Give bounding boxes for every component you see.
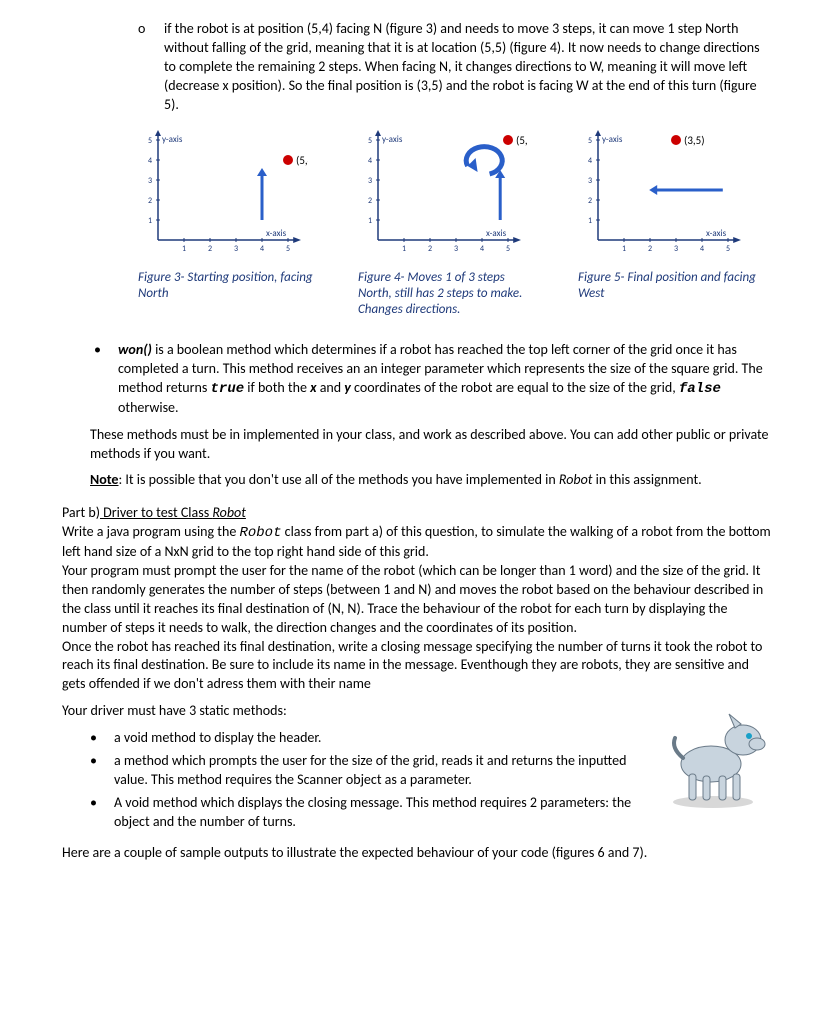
methods-paragraph: These methods must be in implemented in … [90, 426, 773, 464]
figures-row: 1 1 2 2 3 3 4 4 5 5 y-axis x-axis (5,4) Figure 3- St… [138, 130, 773, 317]
figure-4-chart: 1 1 2 2 3 3 4 4 5 5 y-axis x-axis (5,5) [358, 130, 528, 260]
svg-text:(3,5): (3,5) [684, 134, 705, 147]
svg-text:2: 2 [208, 244, 212, 254]
svg-text:5: 5 [148, 136, 152, 146]
figure-4-caption: Figure 4- Moves 1 of 3 steps North, stil… [358, 270, 538, 317]
intro-bullet: o if the robot is at position (5,4) faci… [138, 20, 773, 114]
svg-text:3: 3 [454, 244, 458, 254]
svg-text:4: 4 [588, 156, 592, 166]
driver-method-3: • A void method which displays the closi… [90, 794, 643, 832]
intro-text: if the robot is at position (5,4) facing… [164, 20, 773, 114]
svg-text:y-axis: y-axis [382, 134, 403, 145]
figure-5-chart: 1 1 2 2 3 3 4 4 5 5 y-axis x-axis (3,5) [578, 130, 748, 260]
part-b-p3: Once the robot has reached its final des… [62, 638, 773, 695]
svg-text:y-axis: y-axis [602, 134, 623, 145]
svg-text:2: 2 [368, 196, 372, 206]
svg-text:1: 1 [368, 216, 372, 226]
robot-dog-illustration [653, 694, 773, 814]
driver-method-2: • a method which prompts the user for th… [90, 752, 643, 790]
svg-text:3: 3 [368, 176, 372, 186]
svg-text:y-axis: y-axis [162, 134, 183, 145]
bullet-marker-o: o [138, 20, 164, 114]
svg-text:5: 5 [286, 244, 290, 254]
svg-text:2: 2 [428, 244, 432, 254]
part-b-heading: Part b) Driver to test Class Robot [62, 504, 773, 523]
svg-text:5: 5 [368, 136, 372, 146]
svg-text:5: 5 [506, 244, 510, 254]
svg-text:5: 5 [588, 136, 592, 146]
svg-text:3: 3 [674, 244, 678, 254]
svg-text:3: 3 [148, 176, 152, 186]
svg-text:4: 4 [148, 156, 152, 166]
note-label: Note [90, 471, 118, 488]
svg-text:x-axis: x-axis [486, 228, 507, 239]
svg-text:3: 3 [588, 176, 592, 186]
svg-text:4: 4 [260, 244, 264, 254]
part-b-p1: Write a java program using the Robot cla… [62, 523, 773, 562]
svg-text:1: 1 [588, 216, 592, 226]
svg-text:2: 2 [588, 196, 592, 206]
part-b-p2: Your program must prompt the user for th… [62, 562, 773, 638]
svg-text:4: 4 [480, 244, 484, 254]
figure-3: 1 1 2 2 3 3 4 4 5 5 y-axis x-axis (5,4) Figure 3- St… [138, 130, 318, 317]
svg-text:(5,4): (5,4) [296, 154, 308, 167]
figure-5: 1 1 2 2 3 3 4 4 5 5 y-axis x-axis (3,5) Figure 5- Fi… [578, 130, 758, 317]
svg-text:1: 1 [148, 216, 152, 226]
won-bullet: • won() is a boolean method which determ… [94, 341, 773, 418]
won-method-name: won() [118, 341, 152, 358]
won-text: won() is a boolean method which determin… [118, 341, 773, 418]
figure-3-caption: Figure 3- Starting position, facing Nort… [138, 270, 318, 301]
svg-text:1: 1 [402, 244, 406, 254]
svg-text:5: 5 [726, 244, 730, 254]
figure-4: 1 1 2 2 3 3 4 4 5 5 y-axis x-axis (5,5) Figure 4- Mo… [358, 130, 538, 317]
svg-text:1: 1 [182, 244, 186, 254]
outro-paragraph: Here are a couple of sample outputs to i… [62, 844, 773, 863]
svg-text:2: 2 [148, 196, 152, 206]
driver-method-1: • a void method to display the header. [90, 729, 643, 748]
figure-5-caption: Figure 5- Final position and facing West [578, 270, 758, 301]
svg-text:2: 2 [648, 244, 652, 254]
svg-text:4: 4 [700, 244, 704, 254]
svg-text:1: 1 [622, 244, 626, 254]
figure-3-chart: 1 1 2 2 3 3 4 4 5 5 y-axis x-axis (5,4) [138, 130, 308, 260]
svg-text:x-axis: x-axis [706, 228, 727, 239]
bullet-marker-dot: • [94, 341, 118, 418]
svg-text:3: 3 [234, 244, 238, 254]
svg-text:(5,5): (5,5) [516, 134, 528, 147]
svg-text:x-axis: x-axis [266, 228, 287, 239]
svg-text:4: 4 [368, 156, 372, 166]
note-paragraph: Note: It is possible that you don't use … [90, 471, 773, 490]
